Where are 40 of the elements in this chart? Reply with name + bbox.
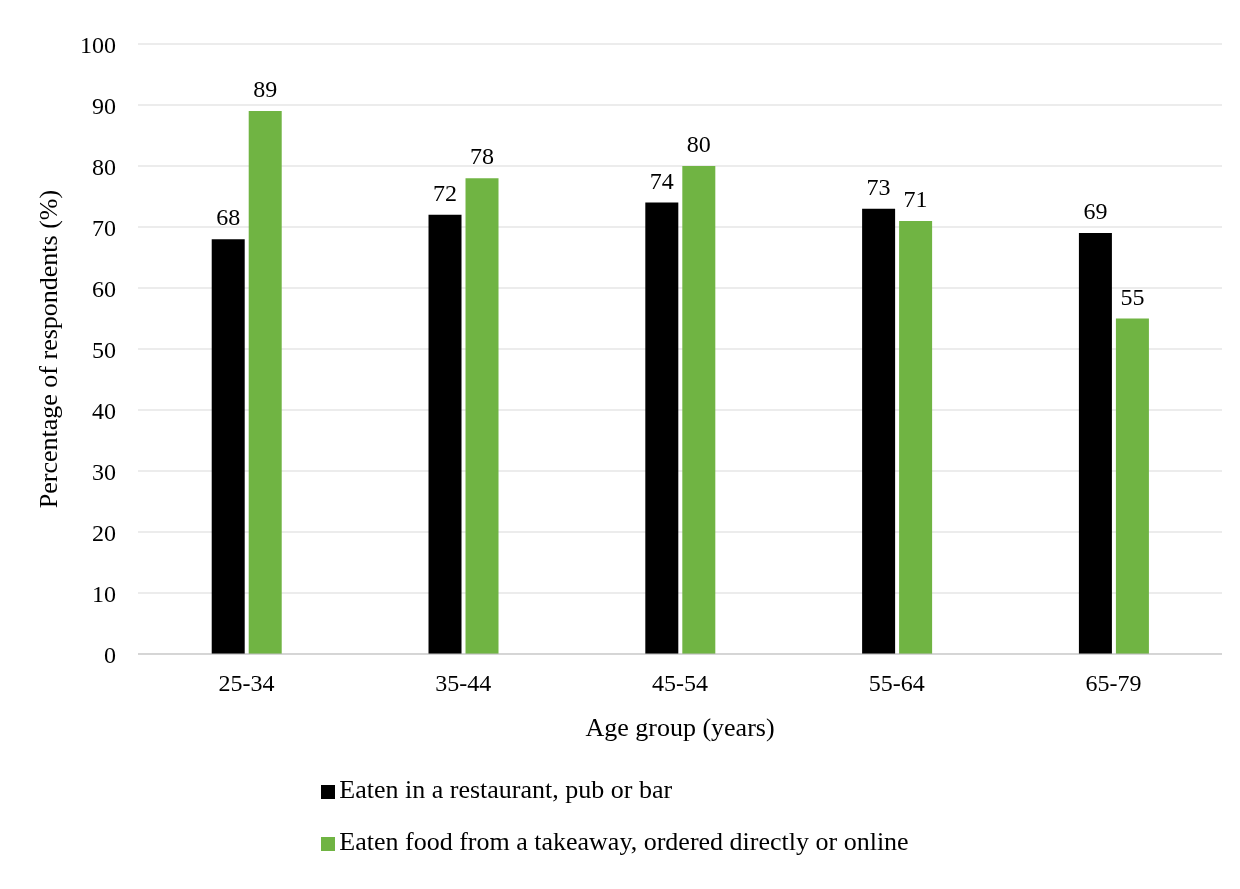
y-tick-label: 30 — [92, 458, 116, 485]
data-label: 72 — [433, 179, 458, 206]
x-tick-label: 65-79 — [1085, 670, 1142, 697]
y-tick-label: 70 — [92, 214, 116, 241]
x-tick-label: 35-44 — [435, 670, 492, 697]
y-tick-label: 60 — [92, 275, 116, 302]
bar — [899, 220, 933, 654]
x-tick-label: 55-64 — [868, 670, 925, 697]
bar — [465, 178, 499, 654]
x-tick-label: 25-34 — [218, 670, 275, 697]
y-tick-label: 80 — [92, 153, 116, 180]
data-label: 89 — [253, 76, 278, 103]
data-label: 68 — [216, 204, 241, 231]
data-label: 74 — [649, 167, 674, 194]
bar — [248, 111, 282, 654]
bar — [211, 239, 245, 654]
bar — [645, 202, 679, 654]
legend-label: Eaten food from a takeaway, ordered directly or online — [339, 827, 909, 856]
data-label: 73 — [866, 173, 891, 200]
y-tick-label: 0 — [104, 641, 116, 668]
data-label: 55 — [1120, 283, 1145, 310]
y-tick-label: 10 — [92, 580, 116, 607]
y-tick-label: 50 — [92, 336, 116, 363]
bar — [682, 166, 716, 654]
y-tick-label: 90 — [92, 92, 116, 119]
y-axis-title: Percentage of respondents (%) — [34, 189, 64, 509]
data-label: 78 — [470, 143, 495, 170]
legend-label: Eaten in a restaurant, pub or bar — [339, 775, 673, 804]
x-tick-label: 45-54 — [652, 670, 708, 697]
bar — [428, 214, 462, 654]
y-tick-label: 40 — [92, 397, 116, 424]
x-axis-title: Age group (years) — [585, 713, 775, 742]
bar — [1078, 233, 1112, 654]
y-tick-label: 100 — [80, 31, 116, 58]
data-label: 69 — [1083, 198, 1108, 225]
bar — [862, 208, 896, 654]
data-label: 80 — [686, 131, 711, 157]
data-label: 71 — [903, 185, 928, 212]
y-tick-label: 20 — [92, 519, 116, 546]
bar — [1115, 318, 1149, 654]
